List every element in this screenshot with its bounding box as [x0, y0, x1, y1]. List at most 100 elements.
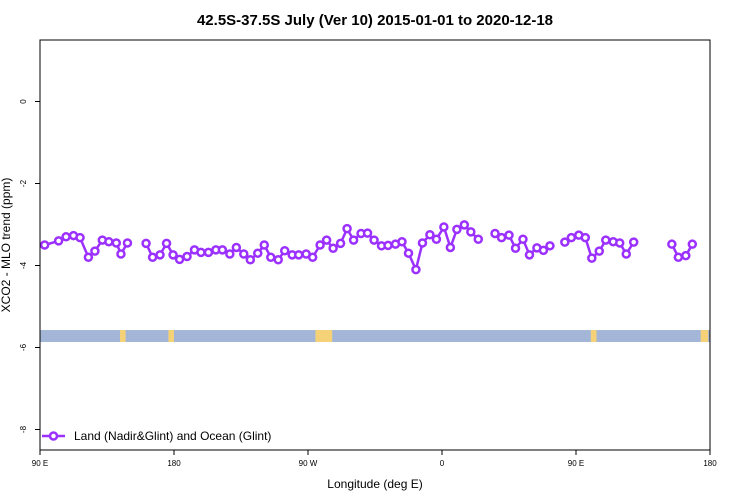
- data-point-1-37: [397, 236, 407, 247]
- surface-land-4: [700, 330, 709, 343]
- x-axis-label: Longitude (deg E): [327, 477, 422, 491]
- series-layer: [39, 220, 698, 275]
- data-point-1-40: [417, 238, 428, 248]
- data-point-0-4: [75, 232, 85, 243]
- data-point-2-4: [518, 234, 528, 245]
- data-point-1-18: [266, 252, 276, 263]
- data-point-1-3: [161, 238, 172, 249]
- data-point-1-1: [147, 252, 158, 263]
- data-point-3-0: [560, 237, 570, 247]
- data-point-2-5: [524, 250, 535, 260]
- x-tick-label-0: 90 E: [32, 459, 48, 468]
- data-point-1-14: [239, 249, 249, 259]
- chart-title: 42.5S-37.5S July (Ver 10) 2015-01-01 to …: [197, 12, 553, 29]
- x-tick-label-3: 0: [440, 459, 445, 468]
- y-tick-label-1: -2: [19, 179, 28, 187]
- data-point-3-9: [621, 249, 631, 259]
- data-point-0-5: [83, 252, 94, 263]
- x-tick-label-1: 180: [167, 459, 181, 468]
- data-point-2-2: [504, 230, 514, 240]
- data-point-4-0: [667, 239, 677, 249]
- y-axis: 0 -2 -4 -6 -8: [19, 99, 40, 433]
- data-point-2-7: [538, 245, 549, 256]
- x-tick-label-2: 90 W: [299, 459, 318, 468]
- data-point-1-11: [217, 245, 228, 255]
- data-point-1-2: [155, 250, 165, 260]
- data-point-4-1: [673, 252, 684, 263]
- data-point-1-32: [362, 228, 373, 238]
- surface-ocean: [40, 330, 710, 343]
- data-point-1-15: [245, 255, 256, 265]
- data-point-2-0: [490, 228, 500, 239]
- data-point-3-10: [628, 237, 639, 247]
- data-point-1-45: [452, 224, 462, 235]
- data-point-1-30: [348, 235, 359, 245]
- data-point-0-1: [53, 236, 64, 246]
- legend: Land (Nadir&Glint) and Ocean (Glint): [42, 429, 271, 443]
- data-point-4-2: [681, 250, 691, 261]
- plot-frame: [39, 39, 711, 451]
- data-point-0-2: [61, 232, 71, 242]
- data-point-0-10: [116, 249, 126, 259]
- data-point-1-13: [231, 242, 242, 253]
- data-point-1-41: [425, 230, 435, 240]
- data-point-1-5: [174, 254, 185, 265]
- y-tick-label-4: -8: [19, 425, 28, 433]
- data-point-0-0: [39, 240, 50, 250]
- data-point-3-8: [614, 238, 625, 248]
- surface-land-3: [590, 330, 597, 343]
- data-point-1-6: [182, 251, 192, 262]
- data-point-3-4: [587, 253, 597, 263]
- data-point-0-6: [90, 246, 100, 256]
- data-point-1-43: [439, 222, 449, 232]
- data-point-1-35: [383, 240, 393, 251]
- y-tick-label-2: -4: [19, 261, 28, 269]
- x-axis: 90 E 180 90 W 0 90 E 180: [32, 450, 717, 468]
- data-point-1-39: [411, 264, 421, 275]
- data-point-1-0: [141, 238, 151, 249]
- data-point-1-20: [279, 245, 290, 256]
- legend-label: Land (Nadir&Glint) and Ocean (Glint): [74, 429, 271, 443]
- data-point-1-27: [328, 243, 338, 254]
- data-point-1-42: [431, 234, 442, 245]
- data-point-1-12: [225, 249, 235, 259]
- data-point-1-29: [342, 223, 352, 234]
- data-point-1-16: [253, 248, 263, 258]
- data-point-0-11: [122, 238, 133, 248]
- data-point-1-26: [321, 235, 332, 245]
- data-point-1-9: [203, 247, 214, 258]
- y-tick-label-0: 0: [19, 99, 28, 104]
- data-point-1-48: [473, 234, 484, 245]
- data-point-1-28: [335, 238, 346, 249]
- y-axis-label: XCO2 - MLO trend (ppm): [0, 178, 13, 313]
- surface-bar: [40, 330, 710, 343]
- data-point-4-3: [687, 239, 698, 249]
- data-point-0-8: [104, 236, 114, 247]
- data-point-1-8: [196, 247, 206, 258]
- surface-land-2: [315, 330, 333, 343]
- x-tick-label-4: 90 E: [568, 459, 584, 468]
- data-point-3-3: [580, 232, 591, 243]
- data-point-1-47: [466, 227, 476, 237]
- data-point-2-1: [496, 232, 507, 243]
- data-point-0-9: [111, 238, 122, 248]
- data-point-3-1: [566, 232, 577, 243]
- data-point-2-3: [510, 243, 521, 254]
- data-point-1-38: [403, 248, 414, 258]
- surface-land-0: [120, 330, 126, 343]
- data-point-1-46: [459, 220, 470, 230]
- data-point-1-25: [315, 240, 325, 250]
- data-point-1-33: [369, 235, 379, 245]
- data-point-1-24: [307, 252, 318, 263]
- surface-land-1: [168, 330, 174, 343]
- data-point-1-22: [293, 250, 304, 260]
- x-tick-label-5: 180: [703, 459, 717, 468]
- data-point-3-5: [594, 246, 605, 256]
- data-point-1-17: [259, 240, 270, 250]
- data-point-3-6: [601, 235, 611, 245]
- legend-marker: [48, 431, 59, 441]
- y-tick-label-3: -6: [19, 343, 28, 351]
- data-point-1-4: [168, 250, 178, 260]
